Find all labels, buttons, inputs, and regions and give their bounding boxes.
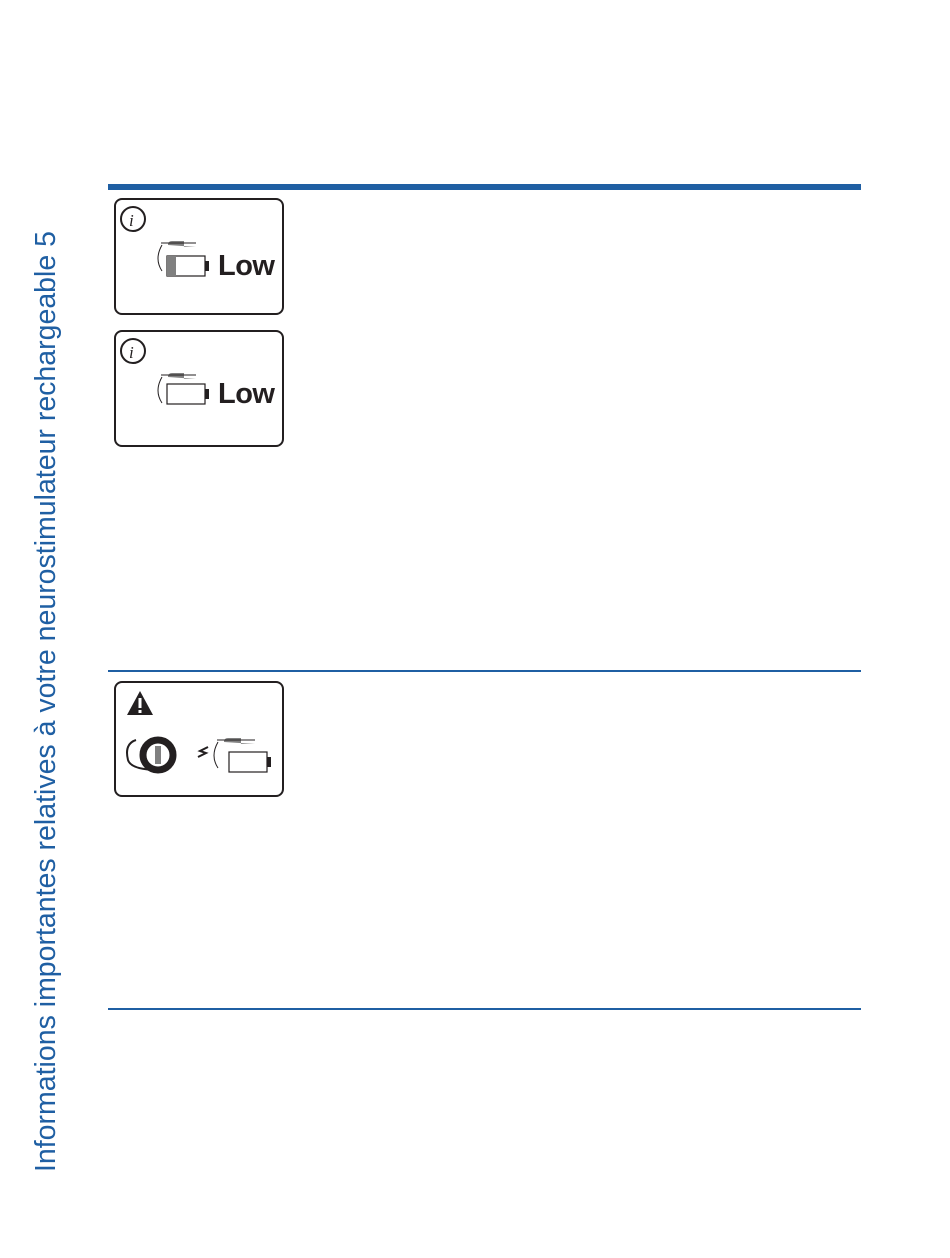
info-battery-low-partial-icon: i	[120, 206, 209, 277]
low-indicator-text: Low	[218, 250, 275, 282]
section-divider-bottom	[108, 1008, 861, 1010]
icon-box-battery-low-partial: i Low	[114, 198, 284, 315]
section-divider	[108, 670, 861, 672]
warning-charger-communication-icon	[126, 691, 271, 774]
icon-box-charger-warning	[114, 681, 284, 797]
info-battery-low-empty-icon: i	[120, 338, 209, 405]
low-indicator-text: Low	[218, 378, 275, 410]
icon-box-battery-low-empty: i Low	[114, 330, 284, 447]
svg-text:i: i	[129, 343, 134, 362]
section-divider-top	[108, 184, 861, 190]
side-title: Informations importantes relatives à vot…	[30, 231, 62, 1172]
svg-text:i: i	[129, 211, 134, 230]
